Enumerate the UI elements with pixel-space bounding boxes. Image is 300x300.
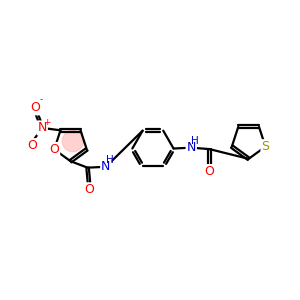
Text: O: O — [27, 139, 37, 152]
Text: O: O — [84, 183, 94, 196]
Circle shape — [62, 130, 83, 152]
Text: N: N — [38, 122, 47, 134]
Text: N: N — [187, 141, 196, 154]
Text: -: - — [40, 95, 43, 104]
Text: O: O — [31, 101, 40, 114]
Text: O: O — [49, 143, 59, 156]
Text: +: + — [43, 118, 50, 127]
Text: N: N — [101, 160, 110, 173]
Text: S: S — [261, 140, 269, 153]
Text: H: H — [191, 136, 199, 146]
Text: H: H — [106, 155, 114, 165]
Text: O: O — [205, 165, 214, 178]
